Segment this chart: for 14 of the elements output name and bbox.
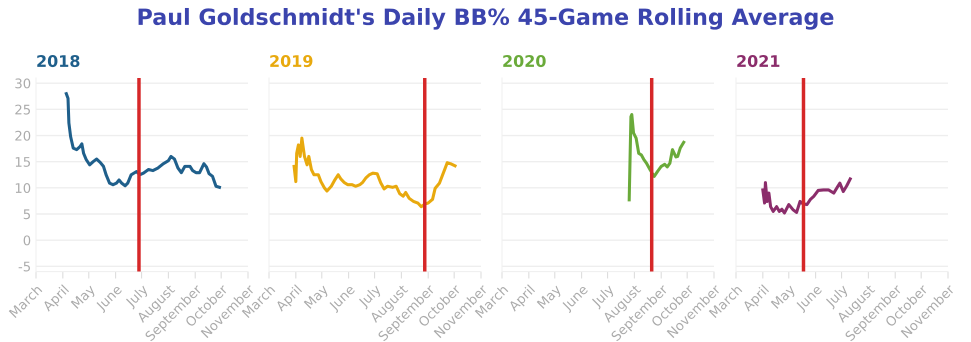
chart-title: 2018 [37, 55, 80, 68]
y-tick-label: 25 [15, 104, 30, 115]
chart-title: 2020 [503, 55, 546, 68]
y-tick-label: 30 [15, 78, 30, 88]
y-tick-label: 15 [16, 157, 30, 167]
text: Paul Goldschmidt's Daily BB% 45-Game Rolling Average [138, 8, 834, 30]
chart-title: 2021 [737, 55, 780, 68]
y-tick-label: 20 [15, 130, 30, 141]
y-tick-label: -5 [18, 262, 30, 272]
y-tick-label: 0 [24, 235, 30, 246]
chart-title: 2019 [270, 55, 312, 68]
y-tick-label: 5 [24, 209, 30, 220]
y-tick-label: 10 [16, 183, 30, 194]
line-series [64, 92, 221, 189]
